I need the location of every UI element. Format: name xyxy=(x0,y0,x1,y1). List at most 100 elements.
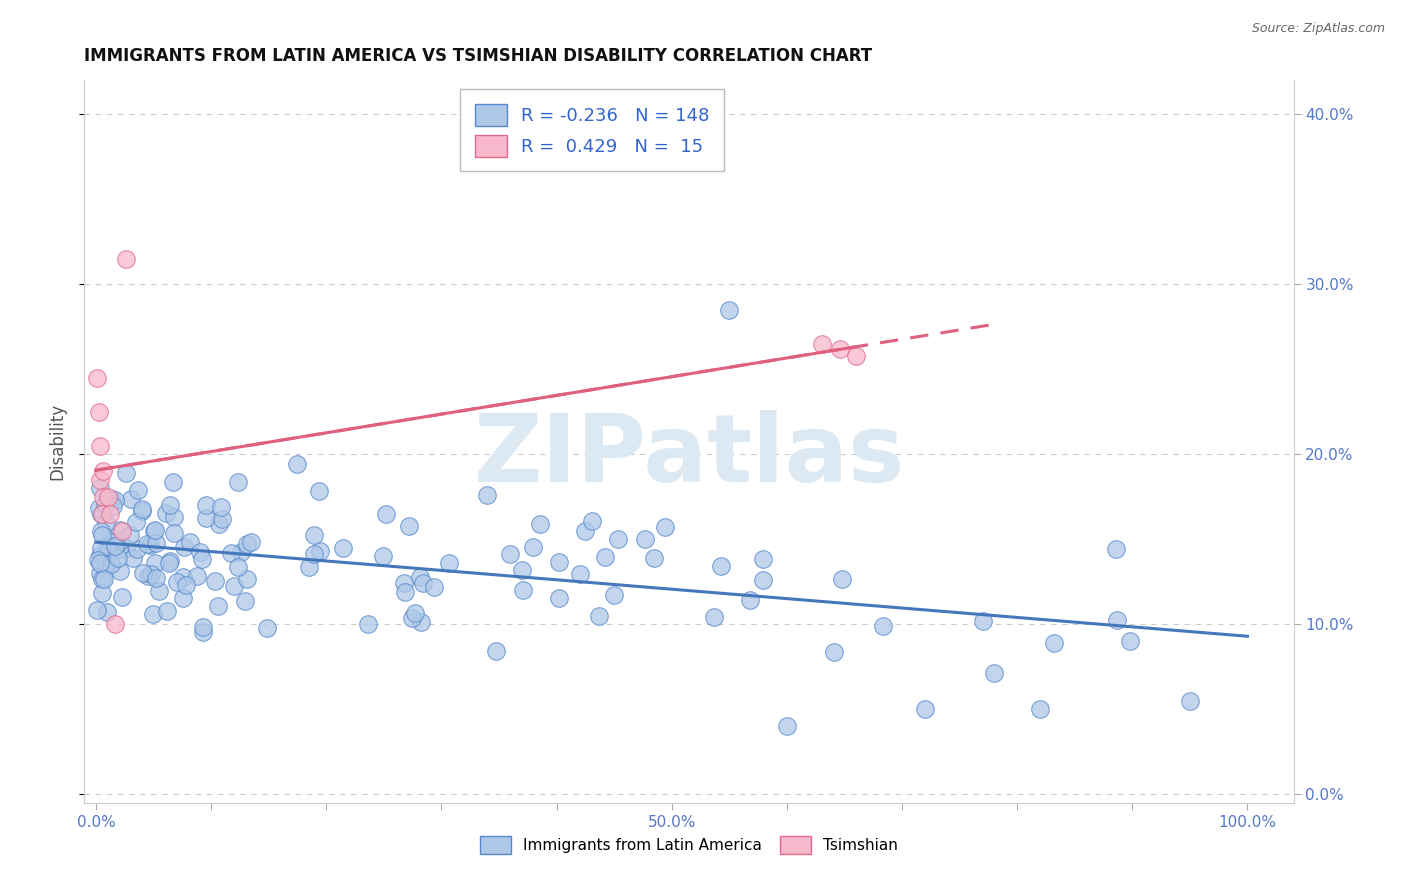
Point xyxy=(90,572,112,586)
Point xyxy=(94,557,117,571)
Point xyxy=(512,583,534,598)
Point xyxy=(602,588,624,602)
Point xyxy=(100,492,122,507)
Point xyxy=(155,506,177,520)
Point xyxy=(914,702,936,716)
Point xyxy=(94,516,117,530)
Point xyxy=(172,570,194,584)
Point xyxy=(104,539,127,553)
Point xyxy=(1043,636,1066,650)
Point xyxy=(193,620,215,634)
Point xyxy=(499,547,522,561)
Point xyxy=(236,537,259,551)
Point xyxy=(401,611,423,625)
Point xyxy=(510,562,533,576)
Point xyxy=(93,497,115,511)
Point xyxy=(710,558,733,573)
Point xyxy=(159,554,181,568)
Point xyxy=(111,524,134,538)
Point xyxy=(122,551,145,566)
Point xyxy=(96,606,118,620)
Point xyxy=(89,548,111,562)
Point xyxy=(107,551,129,566)
Point xyxy=(547,591,569,606)
Point xyxy=(298,560,321,574)
Point xyxy=(548,555,571,569)
Text: IMMIGRANTS FROM LATIN AMERICA VS TSIMSHIAN DISABILITY CORRELATION CHART: IMMIGRANTS FROM LATIN AMERICA VS TSIMSHI… xyxy=(84,47,873,65)
Point xyxy=(188,545,211,559)
Point xyxy=(752,573,775,587)
Point xyxy=(142,524,165,538)
Point xyxy=(634,532,657,546)
Point xyxy=(308,544,330,558)
Point xyxy=(143,523,166,537)
Point xyxy=(404,606,426,620)
Point xyxy=(120,528,142,542)
Point xyxy=(91,464,114,478)
Point xyxy=(654,520,676,534)
Point xyxy=(373,549,395,563)
Point xyxy=(89,481,111,495)
Point xyxy=(356,616,378,631)
Point xyxy=(157,557,180,571)
Point xyxy=(148,583,170,598)
Point xyxy=(522,540,544,554)
Point xyxy=(810,336,832,351)
Text: ZIPatlas: ZIPatlas xyxy=(474,410,904,502)
Point xyxy=(229,545,252,559)
Point xyxy=(398,518,420,533)
Point xyxy=(97,490,120,504)
Point xyxy=(308,484,330,499)
Point xyxy=(120,492,142,507)
Point xyxy=(302,548,325,562)
Point xyxy=(174,577,197,591)
Point xyxy=(115,466,138,480)
Point xyxy=(103,493,125,508)
Point xyxy=(90,586,112,600)
Text: Source: ZipAtlas.com: Source: ZipAtlas.com xyxy=(1251,22,1385,36)
Point xyxy=(581,514,603,528)
Point xyxy=(219,546,242,560)
Point xyxy=(115,252,138,266)
Point xyxy=(145,535,167,549)
Point xyxy=(972,614,994,628)
Point xyxy=(173,540,195,554)
Point xyxy=(98,507,121,521)
Point xyxy=(703,610,725,624)
Point xyxy=(752,551,775,566)
Point xyxy=(872,619,894,633)
Point xyxy=(162,525,184,540)
Point xyxy=(475,488,498,502)
Point xyxy=(142,607,165,622)
Point xyxy=(409,615,432,629)
Point xyxy=(776,719,799,733)
Point xyxy=(593,549,616,564)
Point xyxy=(569,566,592,581)
Point xyxy=(240,534,263,549)
Point xyxy=(409,570,432,584)
Y-axis label: Disability: Disability xyxy=(48,403,66,480)
Point xyxy=(87,405,110,419)
Point xyxy=(738,592,761,607)
Point xyxy=(131,503,153,517)
Point xyxy=(90,524,112,538)
Point xyxy=(132,566,155,580)
Point xyxy=(90,508,112,522)
Point xyxy=(222,579,245,593)
Point xyxy=(135,537,157,551)
Point xyxy=(195,510,218,524)
Point xyxy=(1178,694,1201,708)
Point xyxy=(191,551,214,566)
Point xyxy=(97,545,120,559)
Point xyxy=(162,475,184,489)
Point xyxy=(529,517,551,532)
Point xyxy=(186,569,208,583)
Point xyxy=(145,571,167,585)
Point xyxy=(375,507,398,521)
Point xyxy=(643,550,665,565)
Point xyxy=(394,585,416,599)
Point xyxy=(831,572,853,586)
Legend: Immigrants from Latin America, Tsimshian: Immigrants from Latin America, Tsimshian xyxy=(474,830,904,860)
Point xyxy=(204,574,226,588)
Point xyxy=(207,599,229,613)
